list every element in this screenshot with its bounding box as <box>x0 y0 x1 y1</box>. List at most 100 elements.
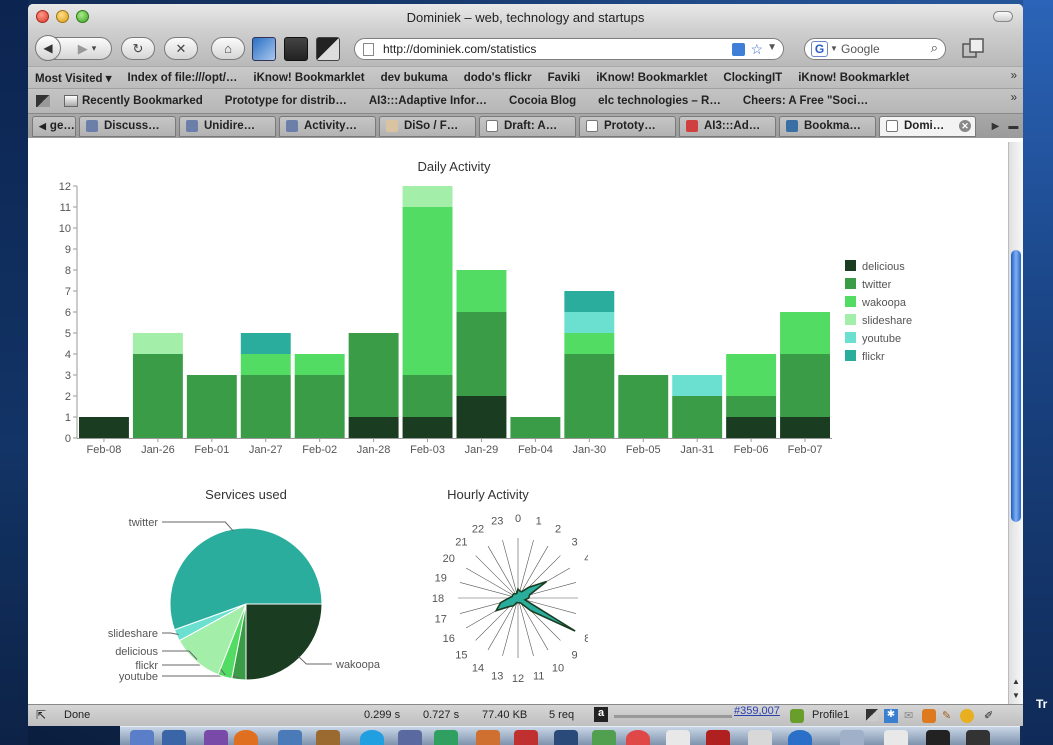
alexa-icon[interactable]: a <box>594 707 608 722</box>
tab[interactable]: Discuss… <box>79 115 176 137</box>
app-icon[interactable] <box>926 730 950 745</box>
x-tick-label: Feb-02 <box>302 444 337 456</box>
url-bar[interactable]: http://dominiek.com/statistics ☆ ▼ <box>354 38 784 60</box>
tab[interactable]: Bookma… <box>779 115 876 137</box>
tab[interactable]: Draft: A… <box>479 115 576 137</box>
tab-active[interactable]: Domi… ✕ <box>879 115 976 137</box>
bookmark-item[interactable]: Cocoia Blog <box>509 95 577 107</box>
scrollbar-thumb[interactable] <box>1011 250 1021 522</box>
bookmark-item[interactable]: Cheers: A Free "Soci… <box>742 95 869 107</box>
zoom-window-button[interactable] <box>76 10 89 23</box>
app-icon[interactable] <box>434 730 458 745</box>
app-icon[interactable] <box>398 730 422 745</box>
mail-icon[interactable]: ✉ <box>904 710 914 722</box>
tab-list-icon[interactable]: ▬ <box>1008 121 1019 132</box>
tab[interactable]: DiSo / F… <box>379 115 476 137</box>
close-window-button[interactable] <box>36 10 49 23</box>
app-icon[interactable] <box>316 730 340 745</box>
back-button[interactable]: ◀ <box>35 35 61 61</box>
firefox-icon[interactable] <box>234 730 258 745</box>
bookmark-item[interactable]: Most Visited ▾ <box>35 72 112 85</box>
bookmark-item[interactable]: iKnow! Bookmarklet <box>253 71 365 84</box>
app-icon[interactable] <box>626 730 650 745</box>
close-tab-icon[interactable]: ✕ <box>959 120 971 132</box>
resize-grip-icon[interactable]: ⇱ <box>36 708 47 722</box>
tab[interactable]: ◀ ge… <box>32 115 76 137</box>
radar-axis-label: 9 <box>572 650 578 662</box>
minimize-window-button[interactable] <box>56 10 69 23</box>
tab-label: ge… <box>49 120 75 132</box>
vertical-scrollbar[interactable]: ▲ ▼ <box>1008 142 1023 704</box>
rss-feed-icon[interactable] <box>732 43 745 56</box>
bookmark-item[interactable]: dodo's flickr <box>463 71 532 84</box>
skype-icon[interactable] <box>360 730 384 745</box>
tab[interactable]: Unidire… <box>179 115 276 137</box>
bookmark-item[interactable]: iKnow! Bookmarklet <box>596 71 708 84</box>
search-input[interactable]: G ▼ Google ⌕ <box>804 38 946 60</box>
bookmark-sidebar-icon[interactable] <box>252 37 276 61</box>
tab[interactable]: Prototy… <box>579 115 676 137</box>
app-icon[interactable] <box>554 730 578 745</box>
scroll-down-arrow-icon[interactable]: ▼ <box>1012 691 1020 700</box>
rss-status-icon[interactable] <box>922 709 936 723</box>
bookmarks-overflow-button[interactable]: » <box>1010 70 1017 82</box>
scroll-up-arrow-icon[interactable]: ▲ <box>1012 677 1020 686</box>
tab[interactable]: Activity… <box>279 115 376 137</box>
bookmark-item[interactable]: ClockingIT <box>723 71 783 84</box>
search-icon[interactable]: ⌕ <box>930 40 938 55</box>
history-dropdown-icon[interactable]: ▾ <box>91 43 97 53</box>
tile-windows-icon[interactable] <box>962 38 984 60</box>
calendar-icon[interactable] <box>514 730 538 745</box>
app-icon[interactable] <box>966 730 990 745</box>
home-button[interactable]: ⌂ <box>211 37 245 60</box>
firebug-icon[interactable] <box>960 709 974 723</box>
google-engine-icon[interactable]: G <box>811 41 828 57</box>
edit-icon[interactable]: ✐ <box>984 710 994 722</box>
radar-axis-label: 1 <box>536 516 542 528</box>
radar-spoke <box>517 539 534 599</box>
engine-dropdown-icon[interactable]: ▼ <box>830 44 838 53</box>
tab-scroll-right-icon[interactable]: ▶ <box>991 121 1000 132</box>
radar-spoke <box>475 555 519 599</box>
bookmark-item[interactable]: Prototype for distrib… <box>224 95 347 107</box>
app-icon[interactable] <box>748 730 772 745</box>
reload-button[interactable]: ↻ <box>121 37 155 60</box>
pie-label: twitter <box>129 517 159 529</box>
app-icon[interactable] <box>278 730 302 745</box>
tab[interactable]: AI3:::Ad… <box>679 115 776 137</box>
app-icon[interactable] <box>706 730 730 745</box>
profile-name[interactable]: Profile1 <box>812 709 850 721</box>
app-icon[interactable] <box>162 730 186 745</box>
finder-icon[interactable] <box>130 730 154 745</box>
toolbar-toggle-button[interactable] <box>993 11 1013 22</box>
alexa-rank[interactable]: #359,007 <box>734 705 780 717</box>
bookmark-item[interactable]: dev bukuma <box>380 71 448 84</box>
bookmark-item[interactable]: Faviki <box>547 71 581 84</box>
pencil-icon[interactable]: ✎ <box>942 710 952 722</box>
tab-scroll-left-icon[interactable]: ◀ <box>39 120 46 131</box>
app-icon[interactable] <box>788 730 812 745</box>
y-tick-label: 12 <box>59 181 71 193</box>
y-tick-label: 0 <box>65 433 71 445</box>
bookmark-item[interactable]: Recently Bookmarked <box>82 95 203 107</box>
delicious-icon[interactable] <box>316 37 340 61</box>
bookmarks-menu-icon[interactable] <box>36 95 50 107</box>
app-icon[interactable] <box>666 730 690 745</box>
bookmark-item[interactable]: AI3:::Adaptive Infor… <box>368 95 488 107</box>
delicious-status-icon[interactable] <box>866 709 878 721</box>
app-icon[interactable] <box>592 730 616 745</box>
tag-icon[interactable] <box>284 37 308 61</box>
stop-button[interactable]: ✕ <box>164 37 198 60</box>
app-icon[interactable] <box>884 730 908 745</box>
app-icon[interactable] <box>840 730 864 745</box>
bookmark-item[interactable]: iKnow! Bookmarklet <box>798 71 910 84</box>
snowflake-icon[interactable]: ✱ <box>884 709 898 723</box>
bookmark-item[interactable]: elc technologies – R… <box>598 95 721 107</box>
url-dropdown-icon[interactable]: ▼ <box>767 42 777 53</box>
bookmarks-overflow-button[interactable]: » <box>1010 92 1017 104</box>
app-icon[interactable] <box>476 730 500 745</box>
app-icon[interactable] <box>204 730 228 745</box>
forward-button[interactable]: ▶ <box>77 40 88 56</box>
bookmark-item[interactable]: Index of file:///opt/… <box>127 71 238 84</box>
bookmark-star-icon[interactable]: ☆ <box>750 41 763 57</box>
